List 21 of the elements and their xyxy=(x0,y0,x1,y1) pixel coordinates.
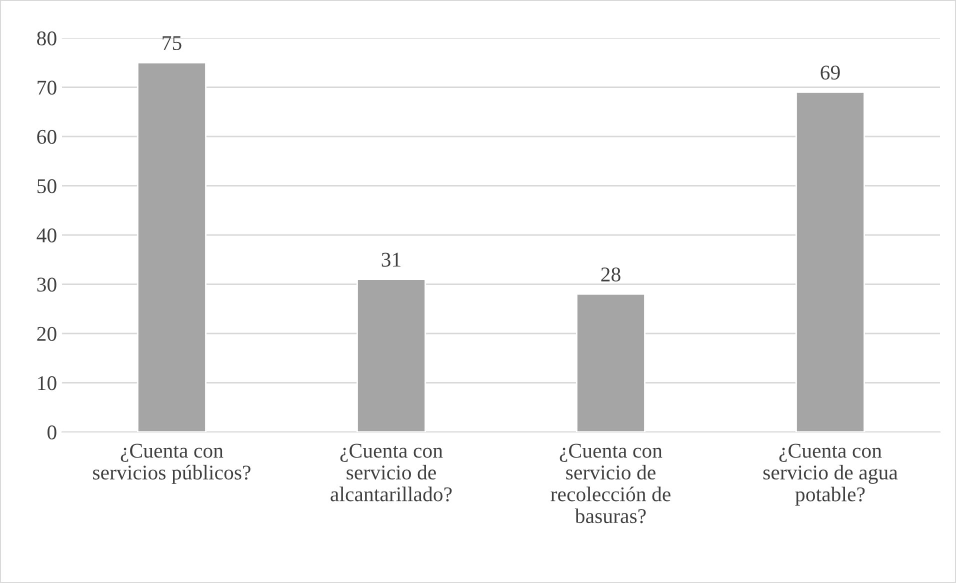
y-tick-label: 40 xyxy=(36,228,56,242)
x-tick-label: ¿Cuenta con servicio de agua potable? xyxy=(763,444,898,506)
bar xyxy=(137,62,206,432)
bar xyxy=(576,293,646,432)
bar xyxy=(356,278,426,432)
y-tick-label: 80 xyxy=(37,31,56,46)
data-label: 31 xyxy=(382,252,400,267)
y-tick-label: 30 xyxy=(37,278,56,292)
y-tick-label: 60 xyxy=(37,130,56,144)
data-label: 28 xyxy=(601,267,620,282)
y-tick-label: 10 xyxy=(38,376,56,390)
x-tick-label: ¿Cuenta con servicio de alcantarillado? xyxy=(330,444,452,502)
x-tick-label: ¿Cuenta con servicio de recolección de basuras? xyxy=(550,444,670,524)
data-label: 75 xyxy=(162,36,182,50)
y-tick-label: 0 xyxy=(48,425,56,440)
data-label: 69 xyxy=(820,66,840,80)
y-tick-label: 50 xyxy=(38,179,56,194)
y-tick-label: 70 xyxy=(38,80,56,95)
y-tick-label: 20 xyxy=(37,326,56,341)
bar xyxy=(796,91,865,432)
x-tick-label: ¿Cuenta con servicios públicos? xyxy=(93,444,250,484)
